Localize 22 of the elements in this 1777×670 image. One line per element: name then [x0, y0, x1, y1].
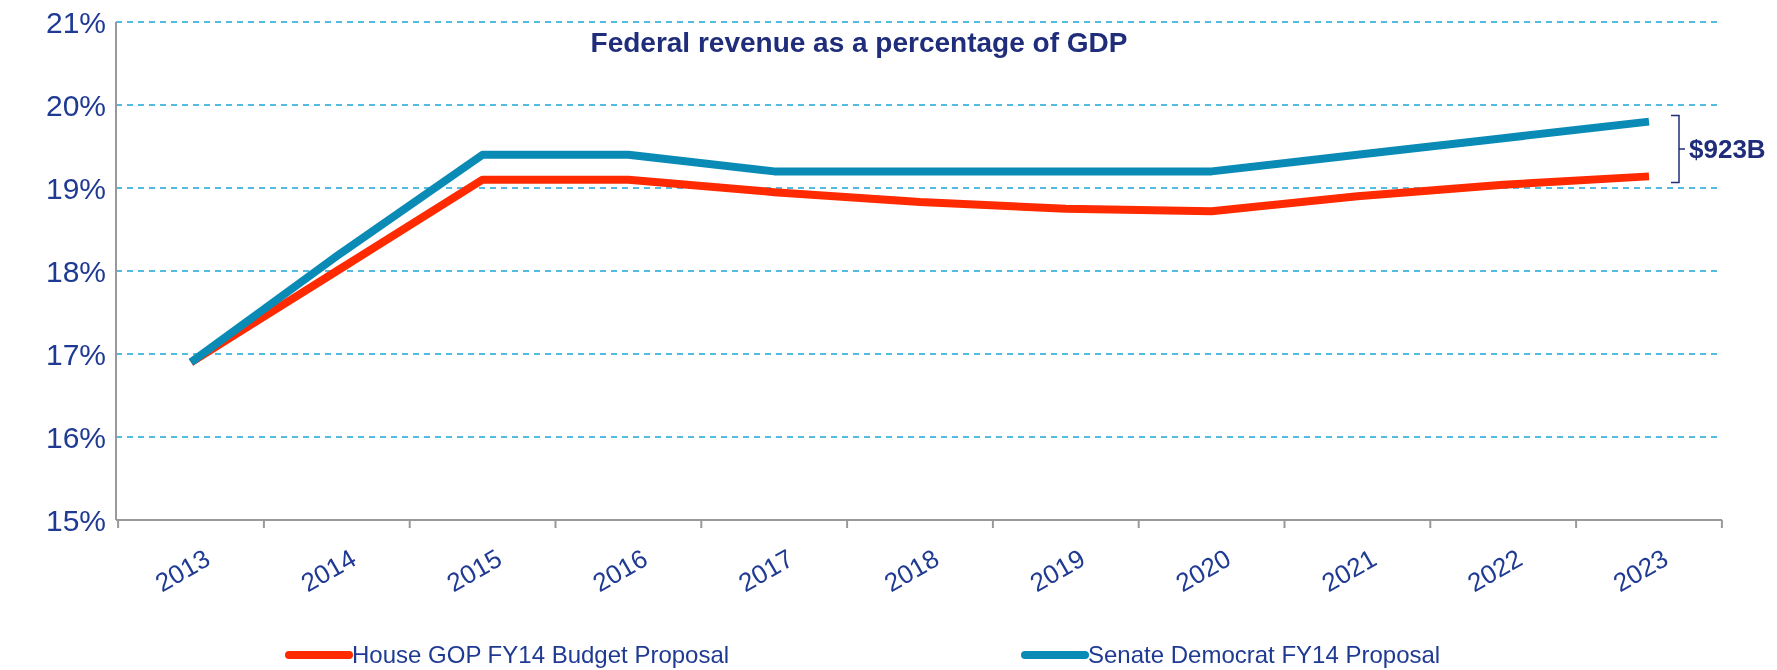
y-tick-label: 19% — [45, 171, 106, 205]
x-tick-label: 2018 — [879, 542, 945, 598]
y-tick-label: 15% — [45, 503, 106, 537]
chart-title: Federal revenue as a percentage of GDP — [590, 27, 1128, 58]
x-tick-label: 2014 — [295, 542, 361, 598]
y-tick-label: 17% — [45, 337, 106, 371]
y-tick-label: 20% — [45, 88, 106, 122]
legend-label: House GOP FY14 Budget Proposal — [352, 641, 730, 669]
legend-label: Senate Democrat FY14 Proposal — [1088, 641, 1441, 669]
x-tick-label: 2020 — [1170, 542, 1236, 598]
x-tick-label: 2023 — [1608, 542, 1674, 598]
x-tick-label: 2016 — [587, 542, 653, 598]
x-tick-label: 2017 — [733, 542, 799, 598]
annotation: $923B — [1689, 134, 1766, 165]
x-tick-label: 2015 — [441, 542, 507, 598]
x-tick-label: 2013 — [150, 542, 216, 598]
y-tick-label: 16% — [45, 420, 106, 454]
x-tick-label: 2019 — [1024, 542, 1090, 598]
x-tick-label: 2022 — [1462, 542, 1528, 598]
y-tick-label: 18% — [45, 254, 106, 288]
y-tick-label: 21% — [45, 5, 106, 39]
x-tick-label: 2021 — [1316, 542, 1382, 598]
